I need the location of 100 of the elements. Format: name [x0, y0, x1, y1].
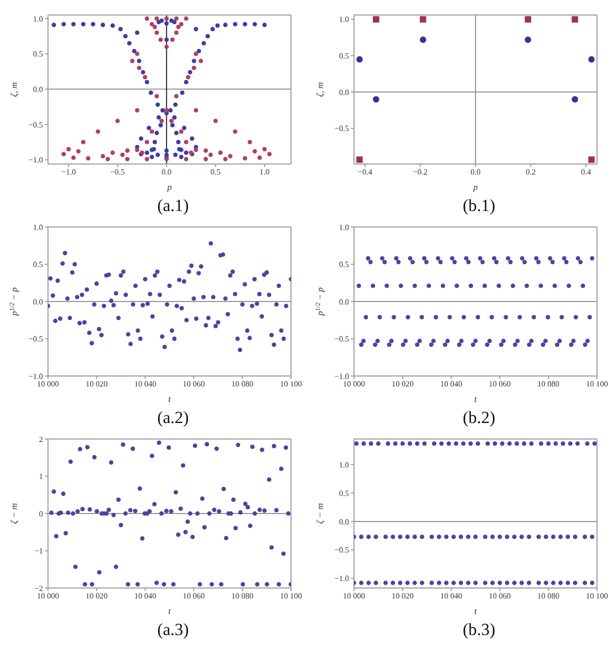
x-tick-label: 0.0	[162, 168, 172, 177]
point	[420, 36, 426, 43]
point	[412, 580, 417, 586]
x-tick-label: −0.2	[413, 168, 428, 177]
x-tick-label: −1.0	[61, 168, 76, 177]
point	[454, 441, 458, 446]
x-tick-label: 10 020	[392, 380, 414, 389]
point	[468, 441, 473, 446]
x-axis-title: t	[168, 606, 172, 616]
point	[575, 441, 580, 446]
y-axis-title: ζ, m	[9, 82, 19, 97]
point	[519, 534, 524, 540]
point	[362, 441, 366, 446]
point	[420, 580, 424, 586]
point	[500, 441, 504, 446]
point	[393, 441, 398, 446]
point	[504, 534, 510, 540]
x-tick-label: 10 060	[182, 380, 205, 389]
point	[519, 580, 524, 586]
point	[446, 441, 451, 446]
point	[514, 441, 520, 446]
point	[566, 534, 570, 540]
y-tick-label: −0.5	[334, 334, 349, 344]
point	[390, 580, 396, 586]
point	[546, 441, 551, 446]
x-tick-label: 10 080	[537, 380, 560, 389]
x-tick-label: 10 100	[586, 380, 608, 389]
point	[490, 580, 495, 586]
point	[526, 580, 532, 586]
point	[590, 534, 594, 540]
point	[458, 580, 464, 586]
y-axis-title: ζ − m	[315, 502, 325, 524]
point	[522, 441, 526, 446]
point	[359, 534, 364, 540]
point	[558, 534, 563, 540]
x-axis-title: t	[168, 394, 172, 404]
point	[398, 580, 402, 586]
text: (b.1)	[462, 195, 496, 217]
point	[544, 534, 548, 540]
point	[414, 441, 420, 446]
point	[458, 534, 464, 540]
x-axis-title: t	[474, 606, 478, 616]
y-tick-label: 0.5	[339, 52, 349, 61]
x-tick-label: 10 040	[134, 592, 156, 601]
point	[483, 580, 488, 586]
point	[572, 580, 578, 586]
point	[558, 580, 563, 586]
point	[374, 534, 378, 540]
point	[572, 16, 578, 23]
y-tick-label: 0.5	[339, 488, 349, 498]
y-tick-label: −0.5	[334, 546, 349, 555]
y-tick-label: 0.0	[339, 517, 349, 526]
point	[504, 580, 510, 586]
point	[436, 580, 442, 586]
x-tick-label: 10 080	[537, 592, 560, 601]
x-tick-label: 10 080	[231, 380, 254, 389]
text: (b.2)	[462, 407, 496, 429]
point	[376, 441, 380, 446]
y-tick-label: 0.5	[339, 260, 349, 270]
point	[492, 441, 498, 446]
x-tick-label: 10 040	[440, 380, 462, 389]
point	[356, 56, 363, 63]
point	[430, 534, 434, 540]
y-tick-label: −1.0	[334, 574, 349, 584]
point	[582, 534, 588, 540]
point	[408, 441, 412, 446]
y-tick-label: 1.0	[33, 14, 43, 24]
point	[507, 441, 512, 446]
x-tick-label: 10 000	[37, 592, 59, 601]
point	[354, 441, 359, 446]
point	[451, 534, 456, 540]
y-tick-label: 0.5	[33, 260, 43, 270]
y-tick-label: 0.0	[33, 297, 43, 306]
point	[572, 96, 578, 103]
point	[526, 534, 532, 540]
point	[536, 534, 541, 540]
point	[420, 16, 426, 23]
point	[538, 441, 544, 446]
point	[430, 580, 434, 586]
point	[356, 156, 363, 163]
x-tick-label: 10 000	[343, 592, 365, 601]
point	[366, 534, 371, 540]
point	[412, 534, 417, 540]
y-tick-label: −0.5	[334, 124, 349, 134]
y-tick-label: 0.0	[33, 84, 43, 94]
x-tick-label: 10 040	[134, 380, 156, 389]
x-tick-label: 0.2	[526, 168, 536, 177]
point	[544, 580, 548, 586]
text: (a.1)	[156, 195, 190, 217]
y-axis-title: ζ − m	[9, 502, 19, 524]
y-tick-label: 1.0	[339, 222, 349, 232]
point	[461, 441, 466, 446]
point	[386, 441, 390, 446]
point	[436, 534, 442, 540]
text: (a.3)	[156, 619, 190, 641]
y-tick-label: 2	[39, 434, 43, 444]
x-tick-label: 10 060	[488, 592, 511, 601]
point	[368, 441, 374, 446]
y-tick-label: 0.0	[339, 88, 349, 97]
point	[560, 441, 566, 446]
